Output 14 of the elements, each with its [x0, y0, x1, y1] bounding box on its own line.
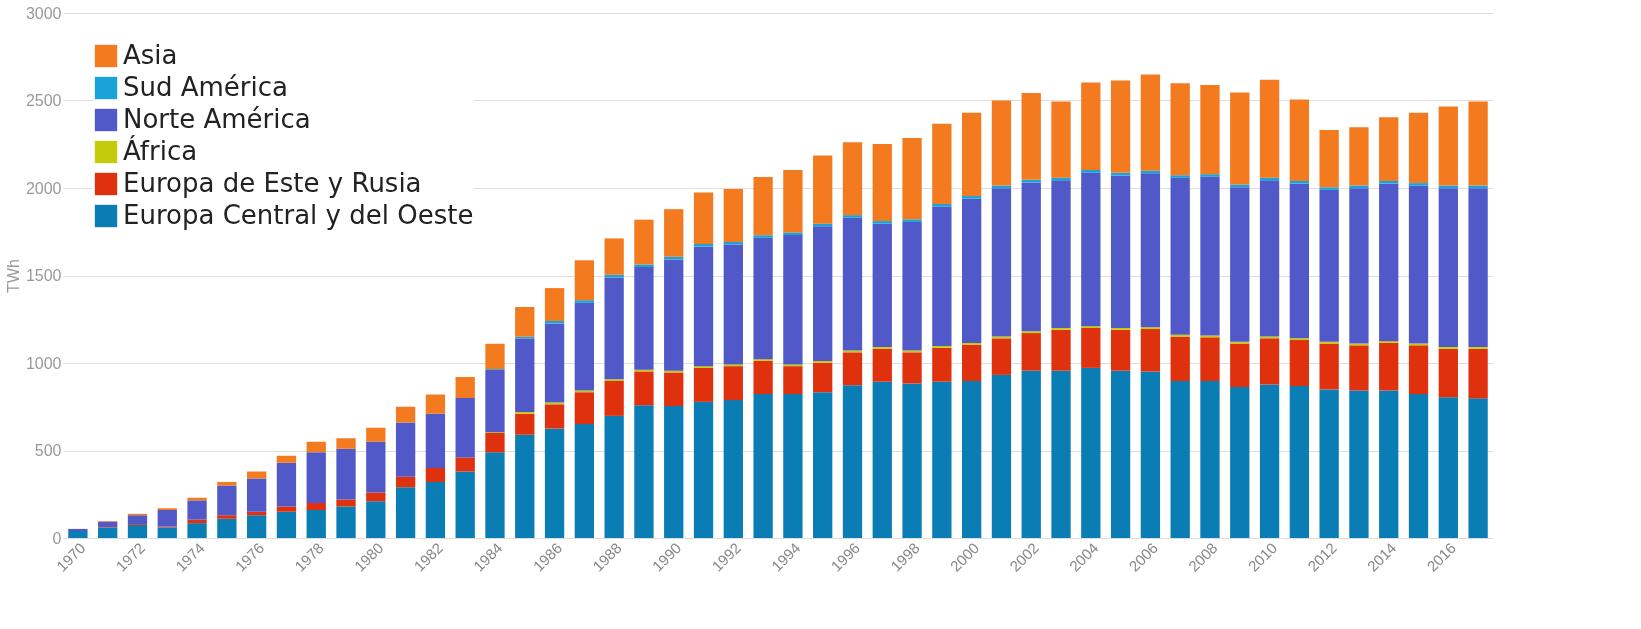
- legend-label: Europa Central y del Oeste: [123, 200, 474, 230]
- y-tick-label: 2500: [25, 92, 62, 109]
- legend-label: Europa de Este y Rusia: [123, 168, 422, 198]
- legend-label: Sud América: [123, 72, 289, 102]
- y-tick-label: 3000: [25, 4, 62, 22]
- y-tick-label: 500: [34, 442, 62, 459]
- legend-label: Norte América: [123, 104, 311, 134]
- y-tick-label: 1500: [25, 267, 62, 284]
- y-tick-label: 2000: [25, 179, 62, 197]
- y-tick-label: 1000: [25, 354, 62, 372]
- legend-label: Asia: [123, 40, 178, 70]
- y-axis-title: TWh: [4, 259, 22, 293]
- legend-label: África: [123, 135, 198, 166]
- y-tick-label: 0: [52, 529, 62, 547]
